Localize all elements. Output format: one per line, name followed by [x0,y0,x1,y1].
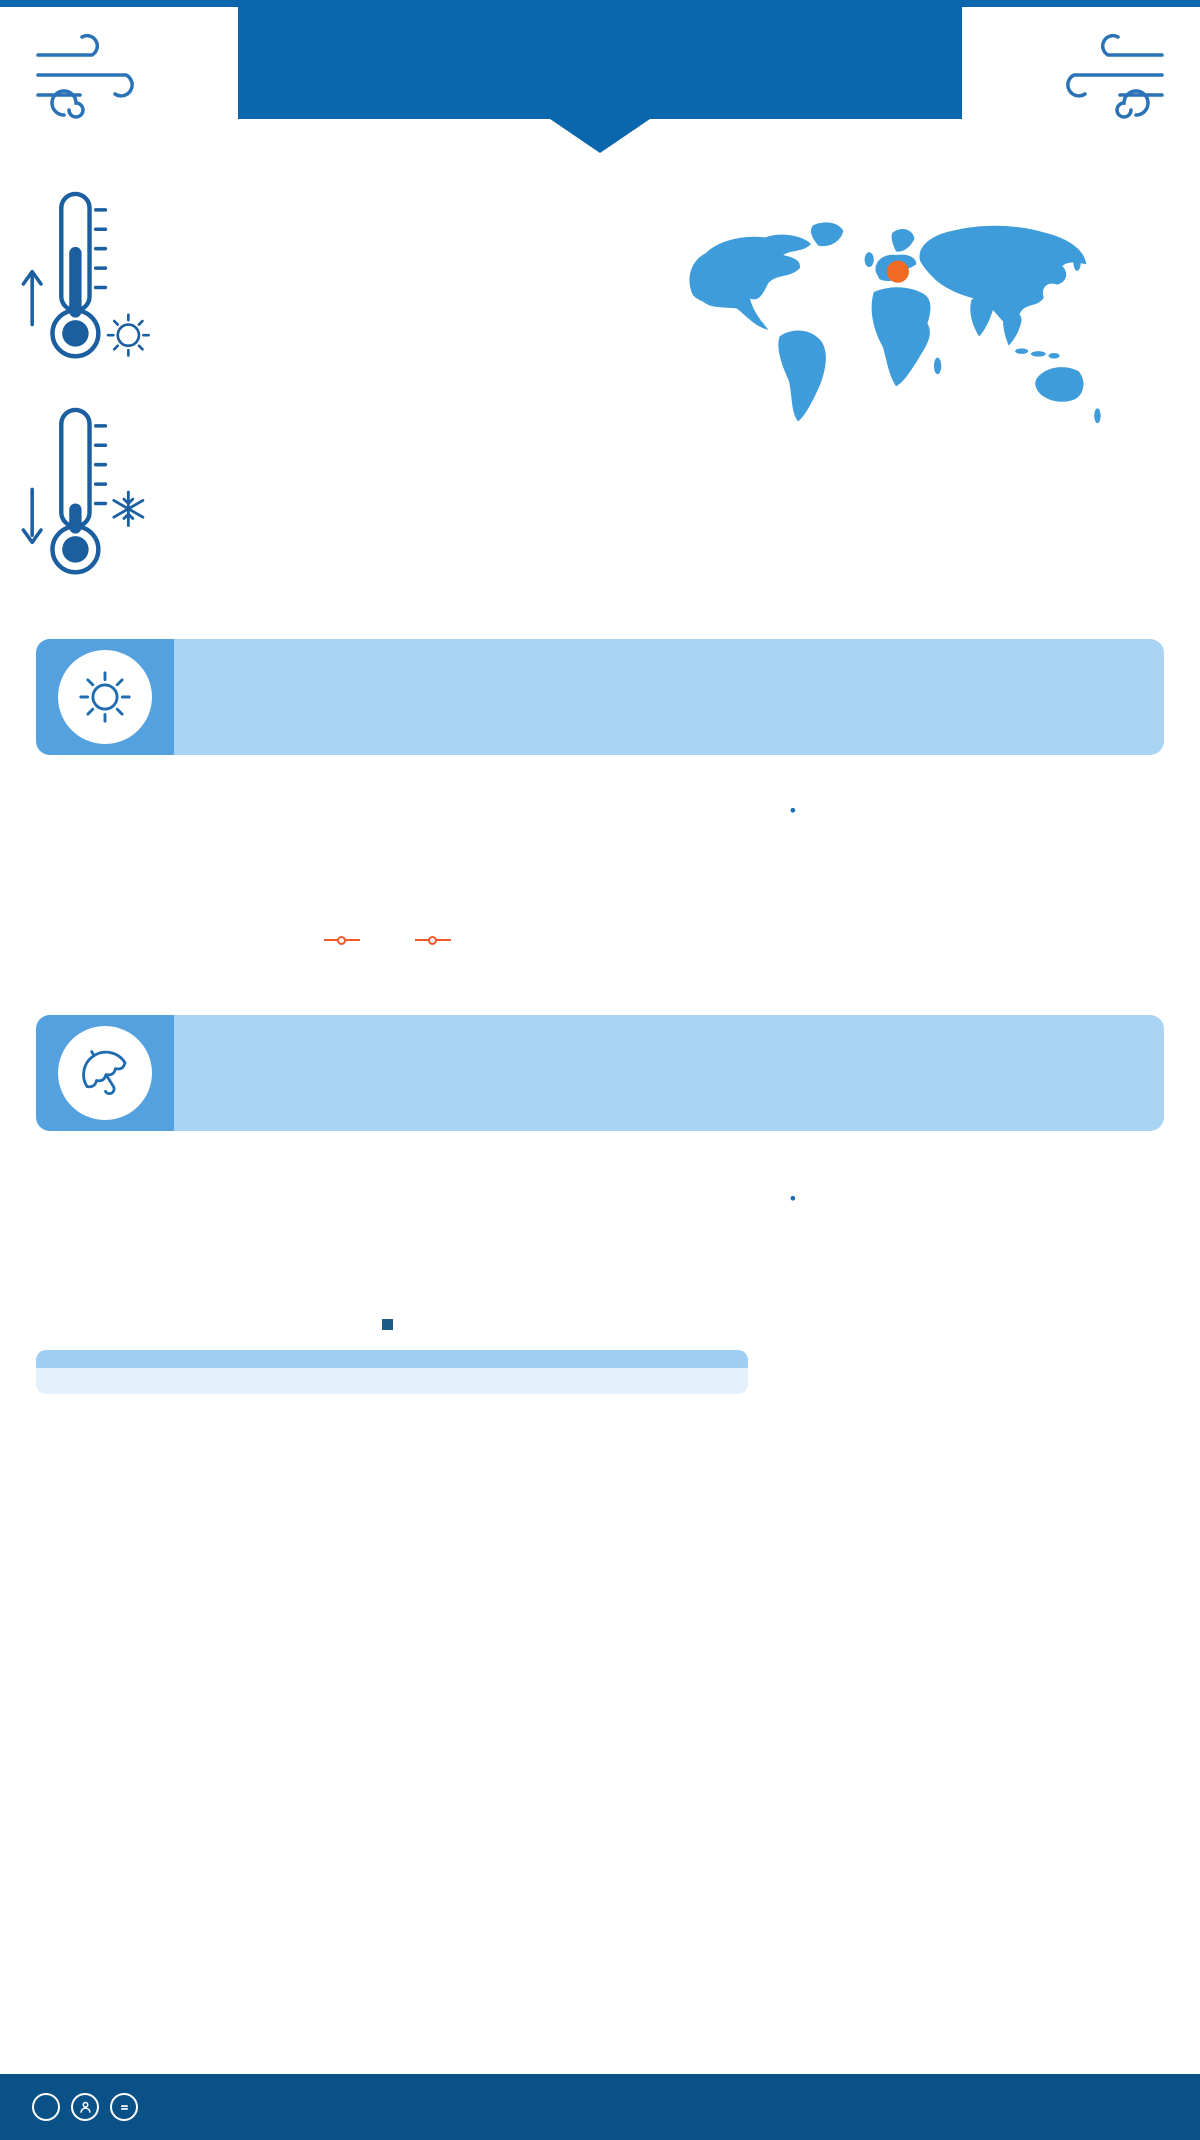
header [0,7,1200,159]
legend-item-precip [382,1319,402,1330]
precipitation-summary [748,1161,1164,1394]
max-line-marker [324,936,360,945]
thermometer-warm-icon [21,191,150,359]
map-marker [886,260,909,283]
umbrella-icon [82,1050,127,1095]
temperature-content-row [36,781,1164,945]
rain-chance-title [36,1350,748,1368]
temperature-banner [36,639,1164,755]
temperature-banner-circle [58,650,152,744]
warmest-month-text [172,185,655,375]
attribution-person-icon [71,2093,99,2121]
coldest-month-text [172,401,655,591]
temperature-summary [748,781,1164,941]
precipitation-legend [36,1319,748,1330]
cc-icon [32,2093,60,2121]
sun-icon [106,313,150,357]
intro-text-column [0,185,655,617]
precipitation-banner [36,1015,1164,1131]
snowflake-icon [112,490,145,527]
min-line-marker [415,936,451,945]
cold-icon-column [0,401,172,591]
legend-item-min [415,936,460,945]
intro-section [0,185,1200,617]
temp-chart-y-axis-label [36,781,54,931]
temperature-line-chart [54,781,748,931]
temperature-chart-area [36,781,748,945]
sun-icon [79,671,131,723]
precipitation-banner-circle [58,1026,152,1120]
weather-infographic [0,0,1200,1394]
title-banner [238,7,962,119]
no-derivatives-icon [110,2093,138,2121]
top-border [0,0,1200,7]
map-area [655,185,1200,617]
precipitation-banner-tab [36,1015,174,1131]
bar-marker [382,1319,393,1330]
warmest-month-block [0,185,655,375]
coldest-month-block [0,401,655,591]
precipitation-chart-area [36,1161,748,1394]
warm-icon-column [0,185,172,375]
footer [0,2074,1200,2140]
precipitation-content-row [36,1161,1164,1394]
temperature-legend [36,936,748,945]
rain-chance-panel [36,1350,748,1394]
temperature-banner-tab [36,639,174,755]
wind-icon-left [36,33,134,119]
world-map [689,222,1101,424]
wind-icon-right [1066,33,1164,119]
precipitation-bar-chart [54,1161,748,1311]
legend-item-max [324,936,369,945]
precip-chart-y-axis-label [36,1161,54,1311]
rain-chance-drops [36,1368,748,1394]
thermometer-cold-icon [21,407,145,575]
license-group[interactable] [32,2093,157,2121]
